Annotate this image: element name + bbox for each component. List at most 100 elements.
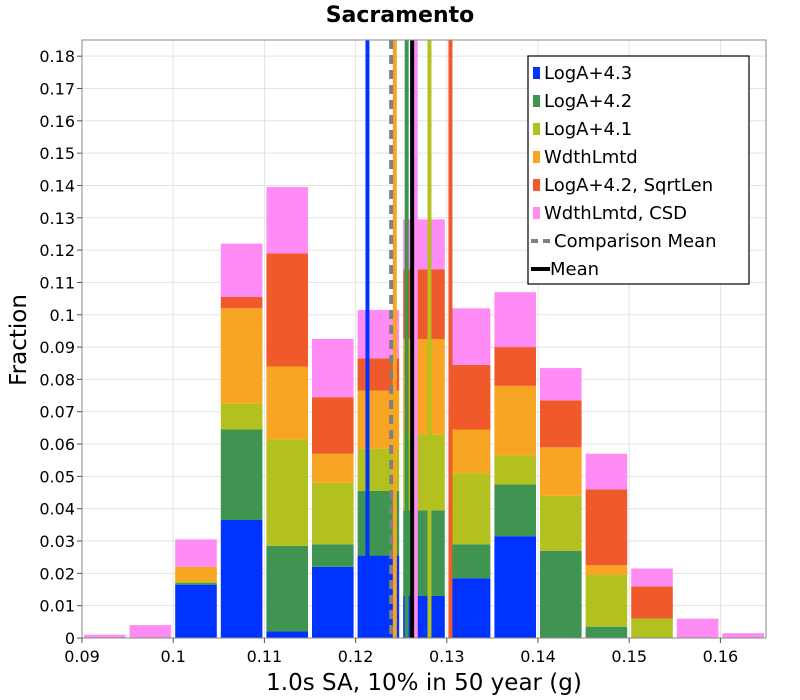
bar-segment (448, 544, 491, 579)
mean-lines (365, 40, 453, 638)
bar-segment (585, 574, 628, 627)
bar-segment (585, 489, 628, 566)
legend-swatch (533, 95, 540, 107)
bar-segment (175, 581, 217, 584)
y-tick-label: 0.05 (39, 467, 75, 486)
bar-segment (266, 366, 308, 440)
y-tick-label: 0.1 (50, 306, 75, 325)
y-tick-label: 0.09 (39, 338, 75, 357)
bar-segment (494, 292, 536, 348)
bar-segment (585, 565, 628, 575)
legend-swatch (533, 179, 540, 191)
legend-swatch (533, 123, 540, 135)
bar-segment (220, 308, 263, 404)
bar-segment (448, 578, 491, 638)
y-tick-label: 0.04 (39, 500, 75, 519)
y-tick-label: 0 (65, 629, 75, 648)
bar-segment (403, 595, 445, 638)
y-tick-label: 0.12 (39, 241, 75, 260)
bar-segment (312, 482, 354, 545)
legend-label: WdthLmtd (544, 147, 638, 168)
bar-segment (129, 625, 172, 638)
bar-segment (220, 296, 263, 309)
bar-segment (448, 364, 491, 430)
bar-segment (585, 453, 628, 490)
legend-swatch (533, 151, 540, 163)
chart-title: Sacramento (326, 3, 475, 28)
bar-segment (403, 510, 445, 596)
legend-label: WdthLmtd, CSD (544, 203, 687, 224)
legend-label: LogA+4.1 (544, 119, 632, 140)
y-tick-label: 0.03 (39, 532, 75, 551)
bar-segment (448, 429, 491, 474)
bar-segment (312, 453, 354, 483)
bar-segment (494, 347, 536, 386)
x-tick-label: 0.16 (703, 647, 739, 666)
bar-segment (312, 566, 354, 638)
bar-segment (494, 385, 536, 456)
bar-segment (175, 539, 217, 567)
y-tick-label: 0.14 (39, 176, 75, 195)
legend-label: LogA+4.2 (544, 91, 632, 112)
y-tick-label: 0.11 (39, 273, 75, 292)
y-tick-label: 0.02 (39, 564, 75, 583)
plot-border (81, 39, 767, 639)
bar-segment (403, 339, 445, 435)
x-tick-label: 0.11 (247, 647, 283, 666)
legend-box (527, 55, 750, 285)
bar-segment (84, 634, 126, 638)
bar-segment (631, 586, 673, 619)
bar-segment (676, 618, 719, 638)
bar-segment (175, 566, 217, 582)
legend-swatch (533, 67, 540, 79)
legend-label: Comparison Mean (554, 231, 717, 252)
bar-segment (175, 584, 217, 638)
bars (84, 187, 764, 638)
bar-segment (266, 545, 308, 632)
bar-segment (220, 243, 263, 297)
bar-segment (448, 308, 491, 365)
bar-segment (220, 429, 263, 521)
legend-label: Mean (550, 259, 599, 280)
bar-segment (540, 368, 582, 401)
x-tick-label: 0.13 (429, 647, 465, 666)
axes: 0.09 0.1 0.11 0.12 0.13 0.14 0.15 0.16 0 0.01 0.02… (39, 39, 767, 666)
bar-segment (448, 473, 491, 545)
bar-segment (540, 495, 582, 551)
bar-segment (585, 626, 628, 638)
x-tick-label: 0.12 (338, 647, 374, 666)
bar-segment (540, 447, 582, 496)
x-tick-label: 0.09 (64, 647, 100, 666)
bar-segment (403, 219, 445, 270)
x-tick-label: 0.15 (611, 647, 647, 666)
bar-segment (266, 631, 308, 638)
bar-segment (540, 550, 582, 638)
legend: LogA+4.3 LogA+4.2 LogA+4.1 WdthLmtd LogA+4.2… (527, 55, 750, 285)
bar-segment (631, 618, 673, 638)
y-tick-label: 0.18 (39, 47, 75, 66)
bar-segment (403, 434, 445, 511)
legend-swatch (533, 207, 540, 219)
bar-segment (312, 339, 354, 398)
legend-label: LogA+4.3 (544, 63, 632, 84)
y-tick-label: 0.16 (39, 112, 75, 131)
bar-segment (220, 520, 263, 638)
y-tick-label: 0.01 (39, 597, 75, 616)
x-tick-label: 0.14 (520, 647, 556, 666)
bar-segment (494, 455, 536, 485)
bar-segment (722, 633, 764, 638)
bar-segment (175, 583, 217, 585)
legend-label: LogA+4.2, SqrtLen (544, 175, 713, 196)
y-tick-label: 0.15 (39, 144, 75, 163)
y-tick-label: 0.08 (39, 370, 75, 389)
y-tick-label: 0.17 (39, 79, 75, 98)
bar-segment (312, 544, 354, 567)
bar-segment (494, 484, 536, 537)
bar-segment (631, 568, 673, 587)
y-tick-label: 0.06 (39, 435, 75, 454)
bar-segment (220, 403, 263, 430)
bar-segment (540, 400, 582, 448)
bar-segment (494, 536, 536, 638)
bar-segment (312, 397, 354, 454)
